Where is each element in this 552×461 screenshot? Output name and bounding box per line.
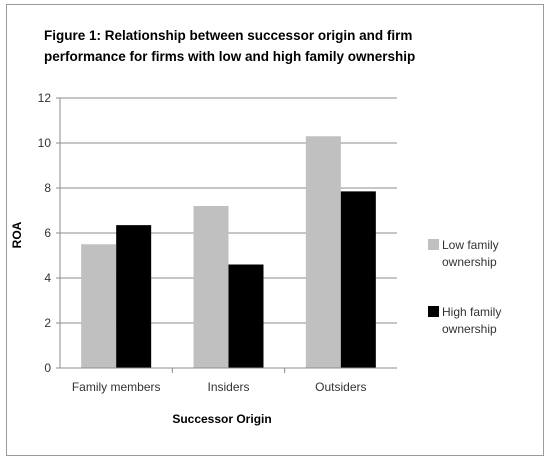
- x-tick-label: Insiders: [207, 380, 249, 394]
- legend-label: High family: [442, 305, 501, 319]
- legend-label: ownership: [442, 322, 497, 336]
- y-tick-label: 2: [44, 316, 51, 330]
- x-tick-label: Family members: [72, 380, 161, 394]
- bar: [116, 225, 152, 368]
- legend-label: Low family: [442, 238, 499, 252]
- bar: [193, 206, 229, 368]
- bar: [340, 191, 376, 368]
- bars: [81, 136, 376, 368]
- chart-title-line-1: Figure 1: Relationship between successor…: [44, 28, 413, 43]
- bar: [81, 244, 117, 368]
- chart-title-line-2: performance for firms with low and high …: [44, 49, 416, 64]
- chart-title: Figure 1: Relationship between successor…: [44, 25, 484, 67]
- y-tick-label: 0: [44, 361, 51, 375]
- x-tick-label: Outsiders: [315, 380, 366, 394]
- y-tick-label: 10: [38, 136, 52, 150]
- legend-swatch: [428, 239, 439, 250]
- y-tick-label: 4: [44, 271, 51, 285]
- y-tick-label: 12: [38, 91, 52, 105]
- y-axis-title: ROA: [10, 221, 24, 248]
- legend-label: ownership: [442, 255, 497, 269]
- axes: [56, 97, 397, 373]
- y-tick-labels: 0 2 4 6 8 10 12: [38, 91, 52, 375]
- y-tick-label: 8: [44, 181, 51, 195]
- legend-swatch: [428, 306, 439, 317]
- bar: [228, 264, 264, 368]
- chart-frame: [6, 4, 544, 456]
- legend: Low family ownership High family ownership: [428, 238, 501, 336]
- y-tick-label: 6: [44, 226, 51, 240]
- x-axis-title: Successor Origin: [172, 412, 271, 426]
- x-tick-labels: Family members Insiders Outsiders: [72, 380, 367, 394]
- bar: [305, 136, 341, 368]
